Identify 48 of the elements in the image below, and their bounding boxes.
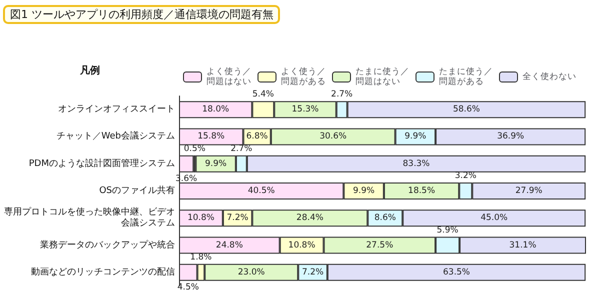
data-label: 63.5%	[442, 267, 470, 278]
data-label: 36.9%	[497, 132, 524, 142]
data-label: 23.0%	[238, 267, 265, 278]
data-label: 40.5%	[248, 186, 275, 196]
data-label: 0.5%	[184, 144, 206, 154]
data-label: 6.8%	[246, 132, 268, 142]
data-label: 3.2%	[454, 171, 476, 181]
data-label: 28.4%	[296, 213, 324, 224]
data-label: 58.6%	[452, 104, 480, 115]
legend-label: 全く使わない	[522, 71, 576, 82]
legend-label: たまに使う／問題がある	[439, 66, 493, 87]
y-tick-label: OSのファイル共有	[99, 185, 175, 196]
data-label: 30.6%	[320, 132, 347, 142]
y-tick-label: 専用プロトコルを使った映像中継、ビデオ会議システム	[4, 206, 175, 229]
data-label: 9.9%	[352, 186, 375, 196]
data-label: 15.8%	[198, 132, 225, 142]
data-label: 1.8%	[190, 252, 212, 262]
y-tick-label: 業務データのバックアップや統合	[40, 239, 175, 250]
data-label: 15.3%	[292, 104, 319, 115]
data-label: 31.1%	[509, 240, 536, 250]
data-label: 9.9%	[404, 132, 426, 142]
data-label: 8.6%	[374, 213, 396, 224]
data-label: 27.9%	[515, 186, 542, 196]
data-label: 10.8%	[187, 213, 214, 224]
data-label: 5.4%	[252, 90, 274, 100]
legend-label: よく使う／問題がある	[281, 66, 326, 87]
y-tick-label: PDMのような設計図面管理システム	[28, 158, 175, 169]
y-tick-label: チャット／Web会議システム	[56, 130, 175, 142]
data-label: 5.9%	[436, 225, 458, 236]
data-label: 24.8%	[216, 240, 243, 250]
data-label: 10.8%	[288, 240, 316, 250]
legend-title: 凡例	[79, 64, 100, 76]
data-label: 7.2%	[302, 267, 324, 278]
y-tick-label: オンラインオフィススイート	[58, 104, 175, 115]
legend-label: よく使う／問題はない	[206, 66, 252, 87]
legend-label: たまに使う／問題はない	[356, 66, 410, 87]
data-label: 2.7%	[230, 144, 252, 154]
data-label: 27.5%	[366, 240, 394, 250]
data-label: 7.2%	[226, 213, 248, 224]
data-label: 18.0%	[202, 104, 230, 115]
chart-title: 図1 ツールやアプリの利用頻度／通信環境の問題有無	[10, 8, 274, 21]
data-label: 18.5%	[408, 186, 436, 196]
data-label: 2.7%	[331, 90, 353, 100]
data-label: 45.0%	[480, 213, 508, 224]
data-label: 4.5%	[177, 282, 199, 292]
data-label: 9.9%	[204, 158, 227, 169]
y-tick-label: 動画などのリッチコンテンツの配信	[31, 266, 175, 278]
data-label: 83.3%	[402, 158, 430, 169]
